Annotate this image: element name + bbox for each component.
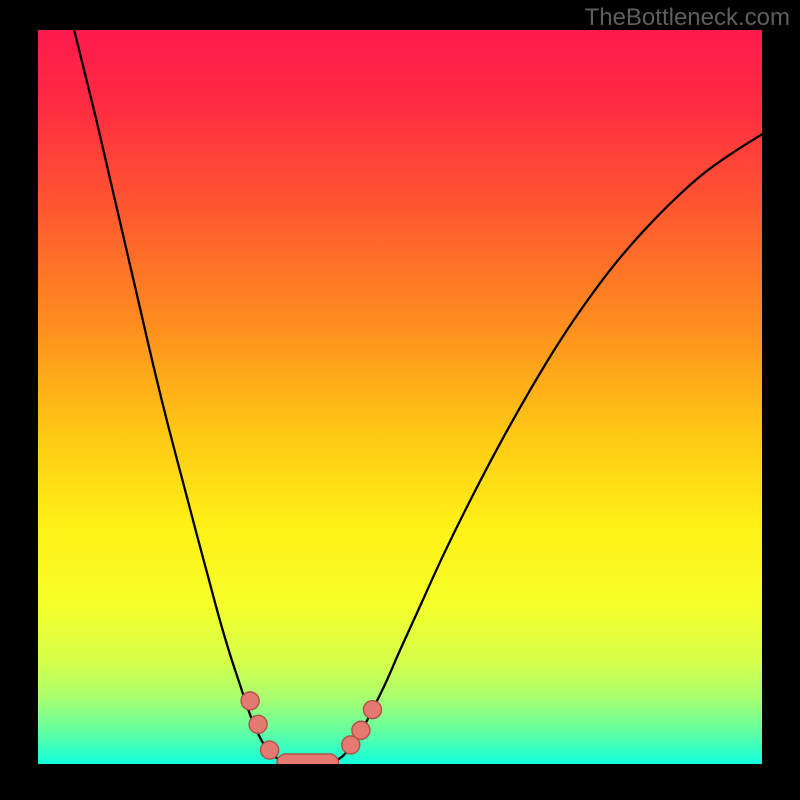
marker-left-2 (261, 741, 279, 759)
marker-left-1 (249, 715, 267, 733)
marker-right-2 (363, 701, 381, 719)
attribution-text: TheBottleneck.com (585, 4, 790, 32)
plot-area (38, 30, 762, 764)
marker-left-0 (241, 692, 259, 710)
gradient-background (38, 30, 762, 764)
marker-bottom-pill (277, 754, 339, 764)
stage: TheBottleneck.com (0, 0, 800, 800)
marker-right-1 (352, 721, 370, 739)
